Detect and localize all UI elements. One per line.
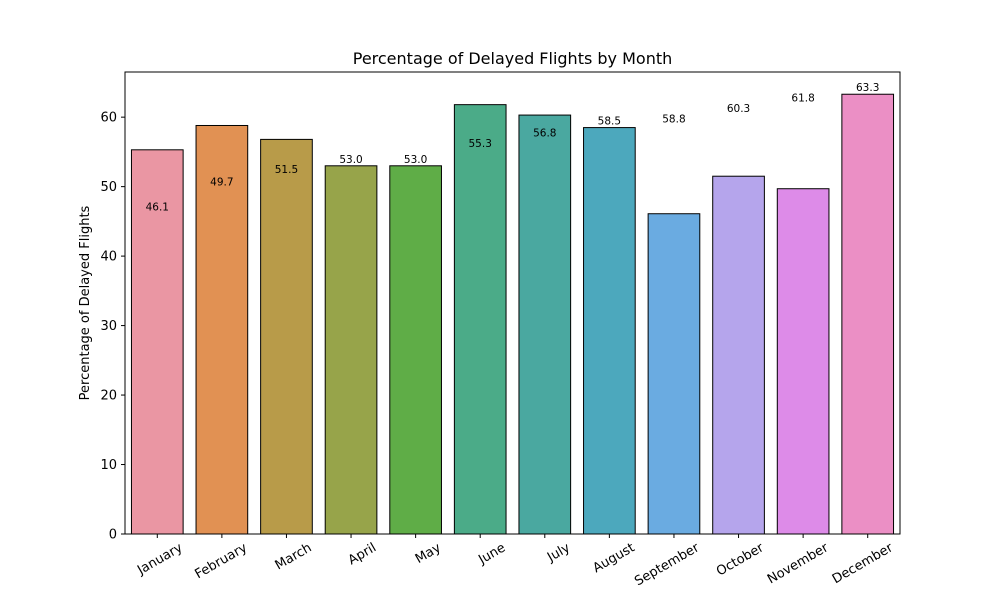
bar-may xyxy=(389,165,442,535)
x-tick-label-june: June xyxy=(475,540,508,568)
x-tick-label-november: November xyxy=(765,540,832,587)
data-label-january: 46.1 xyxy=(146,202,169,214)
data-labels-group: 46.1 49.7 51.5 53.0 53.0 55.3 56.8 58.5 58.8 60.3… xyxy=(146,82,880,214)
bar-october xyxy=(712,175,765,535)
plot-area-frame xyxy=(124,71,901,535)
y-axis-label: Percentage of Delayed Flights xyxy=(78,205,93,400)
y-tick-label: 0 xyxy=(109,528,117,543)
x-tick-label-august: August xyxy=(590,540,637,576)
bar-september xyxy=(647,213,701,535)
bar-january xyxy=(130,149,184,535)
chart-title: Percentage of Delayed Flights by Month xyxy=(353,49,673,68)
x-tick-label-march: March xyxy=(273,540,315,573)
y-tick-label: 30 xyxy=(100,319,117,334)
bar-august xyxy=(583,127,636,535)
data-label-april: 53.0 xyxy=(339,154,362,166)
y-tick-label: 60 xyxy=(100,111,117,126)
x-tick-label-january: January xyxy=(134,540,185,578)
bars-group xyxy=(130,93,895,535)
x-tick-label-may: May xyxy=(413,540,444,567)
bar-july xyxy=(518,114,572,535)
x-tick-label-july: July xyxy=(544,540,573,565)
data-label-june: 55.3 xyxy=(469,138,492,150)
x-axis-ticks: January February March April May June July Augu… xyxy=(134,534,896,589)
bar-march xyxy=(260,138,313,535)
y-tick-label: 10 xyxy=(100,458,117,473)
data-label-march: 51.5 xyxy=(275,164,298,176)
x-tick-label-september: September xyxy=(632,540,702,589)
bar-december xyxy=(841,93,895,535)
x-tick-label-december: December xyxy=(830,540,896,587)
data-label-september: 58.8 xyxy=(662,113,685,125)
bar-february xyxy=(195,124,249,535)
y-tick-label: 20 xyxy=(100,389,117,404)
data-label-july: 56.8 xyxy=(533,127,556,139)
bar-november xyxy=(776,188,830,535)
x-tick-label-february: February xyxy=(192,540,250,582)
data-label-december: 63.3 xyxy=(856,82,879,94)
bar-june xyxy=(453,104,507,535)
data-label-october: 60.3 xyxy=(727,103,750,115)
x-tick-label-april: April xyxy=(346,540,379,568)
data-label-august: 58.5 xyxy=(598,116,621,128)
y-axis-ticks: 0 10 20 30 40 50 60 xyxy=(100,111,125,543)
bar-april xyxy=(324,165,378,535)
y-tick-label: 40 xyxy=(100,250,117,265)
data-label-february: 49.7 xyxy=(210,177,233,189)
x-tick-label-october: October xyxy=(714,540,767,579)
y-tick-label: 50 xyxy=(100,180,117,195)
data-label-november: 61.8 xyxy=(791,93,814,105)
data-label-may: 53.0 xyxy=(404,154,427,166)
